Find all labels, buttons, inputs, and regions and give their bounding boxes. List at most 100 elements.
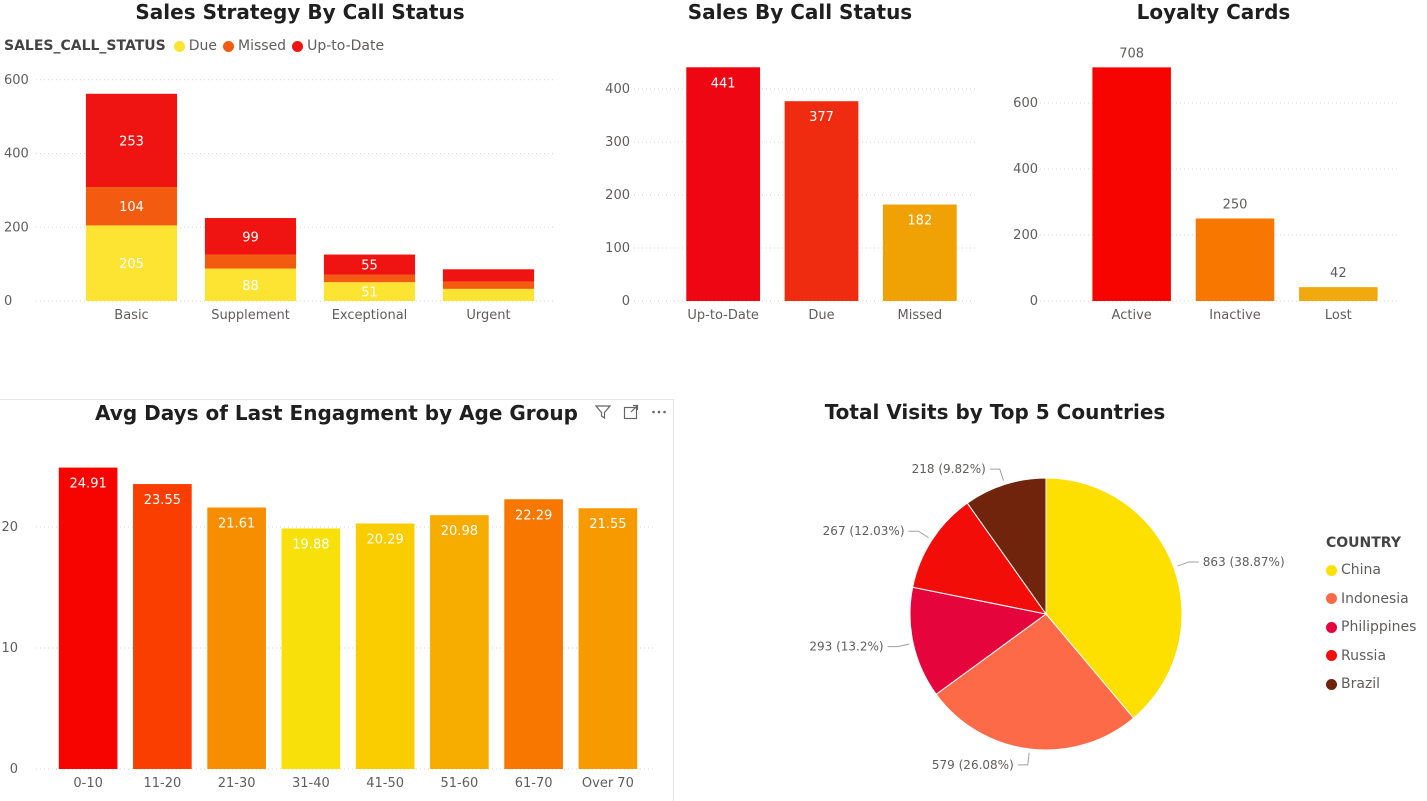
y-tick-label: 200 [605, 188, 630, 203]
legend-title: COUNTRY [1326, 535, 1401, 551]
avg-days-visual[interactable]: Avg Days of Last Engagment by Age Group … [0, 399, 674, 801]
y-tick-label: 0 [4, 294, 12, 309]
x-tick-label: 31-40 [292, 776, 330, 791]
y-tick-label: 400 [4, 147, 29, 162]
legend-swatch [1326, 621, 1337, 633]
legend-title: SALES_CALL_STATUS [4, 38, 166, 54]
filter-icon[interactable] [594, 404, 612, 423]
bar [1195, 218, 1275, 301]
legend-item[interactable]: China [1326, 556, 1416, 585]
bar [882, 204, 957, 301]
x-tick-label: Urgent [466, 308, 510, 323]
chart-title: Loyalty Cards [1136, 0, 1291, 24]
sales-strategy-visual[interactable]: Sales Strategy By Call Status SALES_CALL… [0, 0, 600, 330]
bar [355, 523, 415, 769]
visual-header-toolbar [594, 404, 667, 423]
bar-chart: 0 10 20 24.91 0-10 23.55 11-20 21.61 21-30 19.88 3… [1, 467, 653, 791]
bar-segment [204, 218, 297, 255]
y-tick-label: 10 [1, 641, 18, 656]
data-label: 182 [907, 214, 932, 229]
chart-title: Avg Days of Last Engagment by Age Group [95, 401, 578, 425]
legend-item[interactable]: Russia [1326, 642, 1416, 671]
bar-segment [85, 187, 178, 226]
chart-title: Sales Strategy By Call Status [135, 0, 465, 24]
data-label: 21.55 [589, 517, 626, 532]
legend-swatch [173, 40, 185, 52]
legend-item[interactable]: Philippines [1326, 613, 1416, 642]
bar [784, 101, 859, 301]
x-tick-label: Exceptional [332, 308, 408, 323]
y-tick-label: 400 [1013, 162, 1038, 177]
data-label: 51 [361, 286, 378, 301]
y-tick-label: 20 [1, 520, 18, 535]
bar-chart: 0 200 400 600 708 Active 250 Inactive 42 Lost [1013, 46, 1398, 323]
bar-segment [85, 225, 178, 301]
y-tick-label: 300 [605, 135, 630, 150]
bar-segment [442, 281, 535, 289]
legend-swatch [223, 40, 235, 52]
bar [133, 484, 192, 769]
x-tick-label: 61-70 [515, 776, 553, 791]
legend: SALES_CALL_STATUS Due Missed Up-to-Date [4, 38, 384, 54]
legend-item-label: China [1341, 562, 1381, 579]
data-label: 250 [1223, 198, 1248, 213]
y-tick-label: 0 [10, 762, 18, 777]
total-visits-visual[interactable]: Total Visits by Top 5 Countries [700, 399, 1427, 800]
y-tick-label: 200 [1013, 228, 1038, 243]
legend-item[interactable]: Indonesia [1326, 585, 1416, 614]
x-tick-label: Inactive [1209, 308, 1261, 323]
x-tick-label: 0-10 [73, 776, 103, 791]
bar-segment [204, 268, 297, 301]
y-tick-label: 400 [605, 82, 630, 97]
sales-by-call-status-visual[interactable]: Sales By Call Status 0 100 200 300 400 441 Up-… [600, 0, 1000, 330]
bar-chart: 0 100 200 300 400 441 Up-to-Date 377 Due 182 Misse… [605, 67, 977, 323]
more-options-icon[interactable] [651, 404, 667, 423]
bar-segment [323, 254, 416, 275]
data-label: 88 [242, 279, 259, 294]
bar [578, 508, 638, 769]
legend-item-label: Brazil [1341, 676, 1381, 693]
bar-segment [204, 254, 297, 269]
x-tick-label: Basic [114, 308, 148, 323]
legend-item[interactable]: Brazil [1326, 670, 1416, 699]
legend-item-label: Philippines [1341, 619, 1417, 636]
bar [58, 467, 118, 769]
bar [504, 499, 563, 769]
bar [1092, 67, 1171, 301]
loyalty-cards-visual[interactable]: Loyalty Cards 0 200 400 600 708 Active 250 Inac… [1000, 0, 1427, 330]
y-tick-label: 0 [622, 294, 630, 309]
legend-item-label[interactable]: Due [188, 38, 218, 54]
data-label: 708 [1119, 46, 1144, 61]
data-label: 19.88 [292, 537, 329, 552]
data-label: 24.91 [70, 477, 107, 492]
y-tick-label: 600 [4, 73, 29, 88]
data-label: 441 [711, 76, 736, 91]
chart-title: Total Visits by Top 5 Countries [824, 400, 1166, 424]
bar [430, 515, 489, 769]
data-label: 377 [809, 110, 834, 125]
y-tick-label: 100 [605, 241, 630, 256]
x-tick-label: 21-30 [218, 776, 256, 791]
x-tick-label: Up-to-Date [687, 308, 759, 323]
x-tick-label: Lost [1325, 308, 1352, 323]
bar [281, 528, 341, 769]
bar-segment [442, 269, 535, 282]
legend-item-label[interactable]: Missed [238, 38, 287, 54]
legend-swatch [1326, 650, 1337, 662]
legend-item-label: Russia [1341, 647, 1387, 664]
data-label: 99 [242, 230, 259, 245]
x-tick-label: Due [808, 308, 834, 323]
legend: COUNTRY China Indonesia Philippines Russia B… [1326, 535, 1416, 699]
bar-segment [323, 282, 416, 301]
data-label: 205 [119, 257, 144, 272]
data-label: 42 [1330, 266, 1347, 281]
legend-swatch [1326, 593, 1337, 605]
data-label: 22.29 [515, 508, 552, 523]
data-label: 55 [361, 259, 378, 274]
bar-segment [323, 274, 416, 283]
focus-mode-icon[interactable] [623, 404, 639, 423]
legend-item-label: Indonesia [1341, 590, 1409, 607]
bar [207, 507, 266, 769]
legend-swatch [1326, 564, 1337, 576]
legend-item-label[interactable]: Up-to-Date [307, 38, 385, 54]
